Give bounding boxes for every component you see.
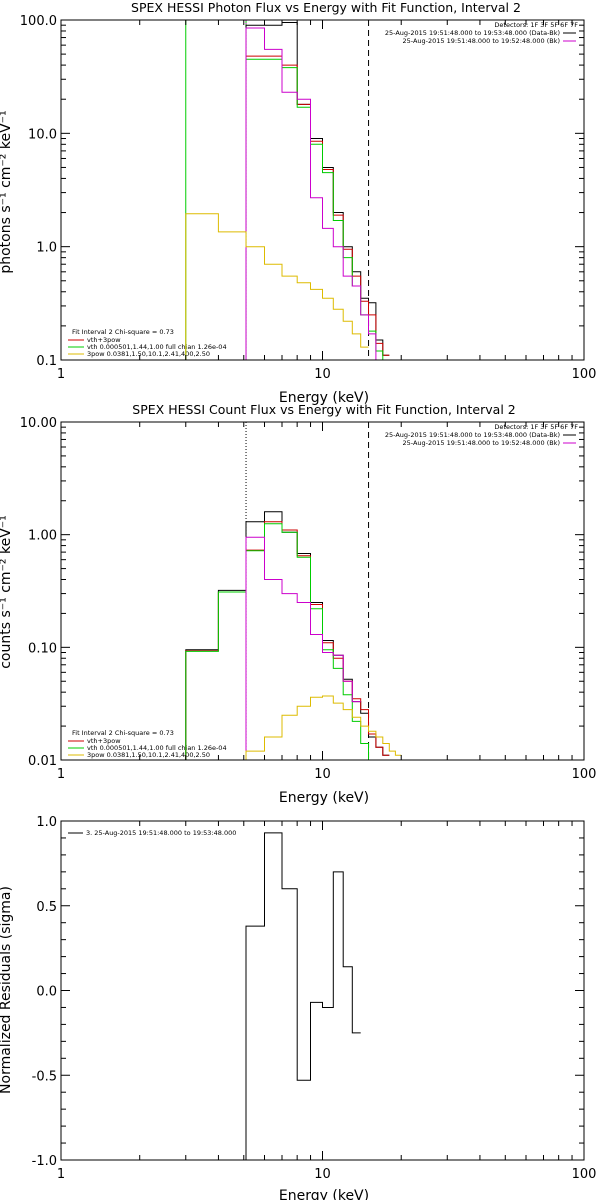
fit-legend-entry: vth+3pow <box>87 336 121 344</box>
x-tick-label: 1 <box>57 767 65 782</box>
time-legend-entry: 25-Aug-2015 19:51:48.000 to 19:52:48.000… <box>403 439 560 447</box>
spectrum-series-line <box>185 213 369 360</box>
residual-legend-entry: 3. 25-Aug-2015 19:51:48.000 to 19:53:48.… <box>86 829 236 837</box>
x-tick-label: 10 <box>314 767 331 782</box>
spectrum-series-line <box>245 695 402 760</box>
residuals-panel: Energy (keV) Normalized Residuals (sigma… <box>0 815 596 1200</box>
x-tick-label: 10 <box>314 367 331 382</box>
time-legend-entry: 25-Aug-2015 19:51:48.000 to 19:53:48.000… <box>385 431 560 439</box>
residual-legend: 3. 25-Aug-2015 19:51:48.000 to 19:53:48.… <box>68 829 236 837</box>
plot-area <box>185 20 390 360</box>
y-axis-label: counts s⁻¹ cm⁻² keV⁻¹ <box>0 515 14 669</box>
fit-legend-entry: 3pow 0.0381,1.50,10.1,2.41,400,2.50 <box>87 751 210 759</box>
y-tick-label: 0.10 <box>28 641 57 656</box>
y-tick-label: 1.00 <box>28 529 57 544</box>
y-axis-label: Normalized Residuals (sigma) <box>0 886 14 1094</box>
y-axis-label: photons s⁻¹ cm⁻² keV⁻¹ <box>0 110 14 273</box>
y-tick-label: 0.1 <box>36 354 57 369</box>
fit-legend-title: Fit Interval 2 Chi-square = 0.73 <box>72 729 174 737</box>
x-axis-label: Energy (keV) <box>279 1188 369 1200</box>
y-tick-label: 0.0 <box>36 985 57 1000</box>
spectrum-series-line <box>245 58 390 360</box>
x-tick-label: 100 <box>572 367 597 382</box>
detector-label: Detectors: 1F 3F 5F 6F 7F <box>494 21 578 29</box>
photon-flux-panel: SPEX HESSI Photon Flux vs Energy with Fi… <box>0 0 596 406</box>
chart-title: SPEX HESSI Photon Flux vs Energy with Fi… <box>131 0 521 15</box>
y-tick-label: 1.0 <box>36 241 57 256</box>
time-legend-entry: 25-Aug-2015 19:51:48.000 to 19:52:48.000… <box>403 37 560 45</box>
x-axis-label: Energy (keV) <box>279 790 369 806</box>
fit-legend-entry: vth 0.000501,1.44,1.00 full chian 1.26e-… <box>87 744 227 752</box>
y-tick-label: -1.0 <box>32 1154 57 1169</box>
fit-legend: Fit Interval 2 Chi-square = 0.73 vth+3po… <box>68 729 227 759</box>
time-legend-entry: 25-Aug-2015 19:51:48.000 to 19:53:48.000… <box>385 29 560 37</box>
x-tick-label: 1 <box>57 367 65 382</box>
fit-legend-title: Fit Interval 2 Chi-square = 0.73 <box>72 328 174 336</box>
plot-area <box>185 422 402 760</box>
chart-title: SPEX HESSI Count Flux vs Energy with Fit… <box>132 402 515 417</box>
y-tick-label: 10.0 <box>28 127 57 142</box>
detector-label: Detectors: 1F 3F 5F 6F 7F <box>494 423 578 431</box>
y-tick-label: 100.0 <box>20 14 57 29</box>
count-flux-panel: SPEX HESSI Count Flux vs Energy with Fit… <box>0 402 596 806</box>
y-tick-label: -0.5 <box>32 1069 57 1084</box>
y-tick-label: 0.5 <box>36 900 57 915</box>
time-legend: 25-Aug-2015 19:51:48.000 to 19:53:48.000… <box>385 29 576 45</box>
spectrum-series-line <box>245 536 361 760</box>
spectrum-series-line <box>245 832 361 1160</box>
time-legend: 25-Aug-2015 19:51:48.000 to 19:53:48.000… <box>385 431 576 447</box>
fit-legend-entry: vth+3pow <box>87 737 121 745</box>
spectrum-series-line <box>245 22 390 360</box>
x-tick-label: 100 <box>572 767 597 782</box>
y-tick-label: 0.01 <box>28 754 57 769</box>
plot-area <box>245 832 361 1160</box>
spectrum-series-line <box>245 55 390 360</box>
x-tick-label: 100 <box>572 1167 597 1182</box>
x-tick-label: 1 <box>57 1167 65 1182</box>
spectrum-series-line <box>245 27 383 360</box>
x-tick-label: 10 <box>314 1167 331 1182</box>
y-tick-label: 1.0 <box>36 815 57 830</box>
x-axis-label: Energy (keV) <box>279 390 369 406</box>
y-tick-label: 10.00 <box>20 416 57 431</box>
fit-legend-entry: 3pow 0.0381,1.50,10.1,2.41,400,2.50 <box>87 350 210 358</box>
fit-legend-entry: vth 0.000501,1.44,1.00 full chian 1.26e-… <box>87 343 227 351</box>
fit-legend: Fit Interval 2 Chi-square = 0.73 vth+3po… <box>68 328 227 358</box>
